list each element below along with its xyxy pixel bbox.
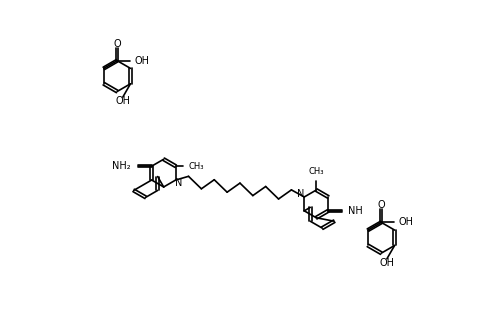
Text: O: O [378, 200, 385, 211]
Text: OH: OH [135, 56, 150, 66]
Text: OH: OH [399, 217, 414, 227]
Text: N: N [298, 189, 305, 199]
Text: O: O [113, 39, 121, 49]
Text: NH₂: NH₂ [112, 161, 131, 171]
Text: OH: OH [115, 96, 130, 106]
Text: OH: OH [379, 258, 394, 268]
Text: CH₃: CH₃ [308, 167, 324, 176]
Text: N: N [175, 178, 182, 188]
Text: NH: NH [348, 206, 363, 216]
Text: CH₃: CH₃ [189, 162, 204, 171]
